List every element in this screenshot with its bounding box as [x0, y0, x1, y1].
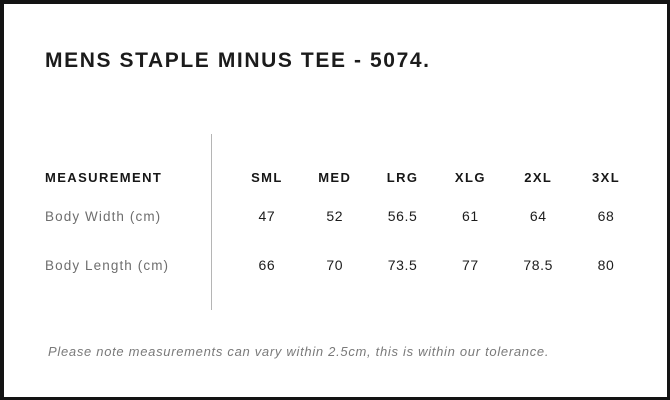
body-width-lrg: 56.5: [387, 208, 418, 224]
body-width-3xl: 68: [597, 208, 615, 224]
size-header-3xl: 3XL: [592, 169, 621, 185]
body-length-med: 70: [326, 257, 344, 273]
body-length-xlg: 77: [462, 257, 479, 273]
body-width-xlg: 61: [462, 208, 479, 224]
size-header-lrg: LRG: [386, 169, 419, 185]
body-length-sml: 66: [258, 257, 276, 273]
body-width-2xl: 64: [529, 208, 547, 224]
size-header-med: MED: [318, 169, 352, 185]
size-header-xlg: XLG: [454, 169, 486, 185]
size-chart-header-row: MEASUREMENT SML MED LRG XLG 2XL 3XL: [4, 166, 667, 188]
tolerance-note: Please note measurements can vary within…: [48, 344, 550, 359]
page-title: MENS STAPLE MINUS TEE - 5074.: [45, 49, 431, 72]
row-values-body-width: 47 52 56.5 61 64 68: [233, 208, 640, 224]
body-length-lrg: 73.5: [387, 257, 418, 273]
row-label-body-length: Body Length (cm): [45, 257, 170, 273]
size-headers-group: SML MED LRG XLG 2XL 3XL: [233, 170, 640, 185]
body-width-sml: 47: [258, 208, 276, 224]
row-label-body-width: Body Width (cm): [45, 208, 162, 224]
body-length-2xl: 78.5: [523, 257, 554, 273]
table-vertical-divider: [211, 134, 212, 310]
size-header-2xl: 2XL: [524, 169, 553, 185]
body-width-med: 52: [326, 208, 344, 224]
measurement-column-header: MEASUREMENT: [45, 169, 163, 185]
size-header-sml: SML: [251, 169, 283, 185]
table-row-body-width: Body Width (cm) 47 52 56.5 61 64 68: [4, 205, 667, 227]
body-length-3xl: 80: [597, 257, 615, 273]
table-row-body-length: Body Length (cm) 66 70 73.5 77 78.5 80: [4, 254, 667, 276]
row-values-body-length: 66 70 73.5 77 78.5 80: [233, 257, 640, 273]
